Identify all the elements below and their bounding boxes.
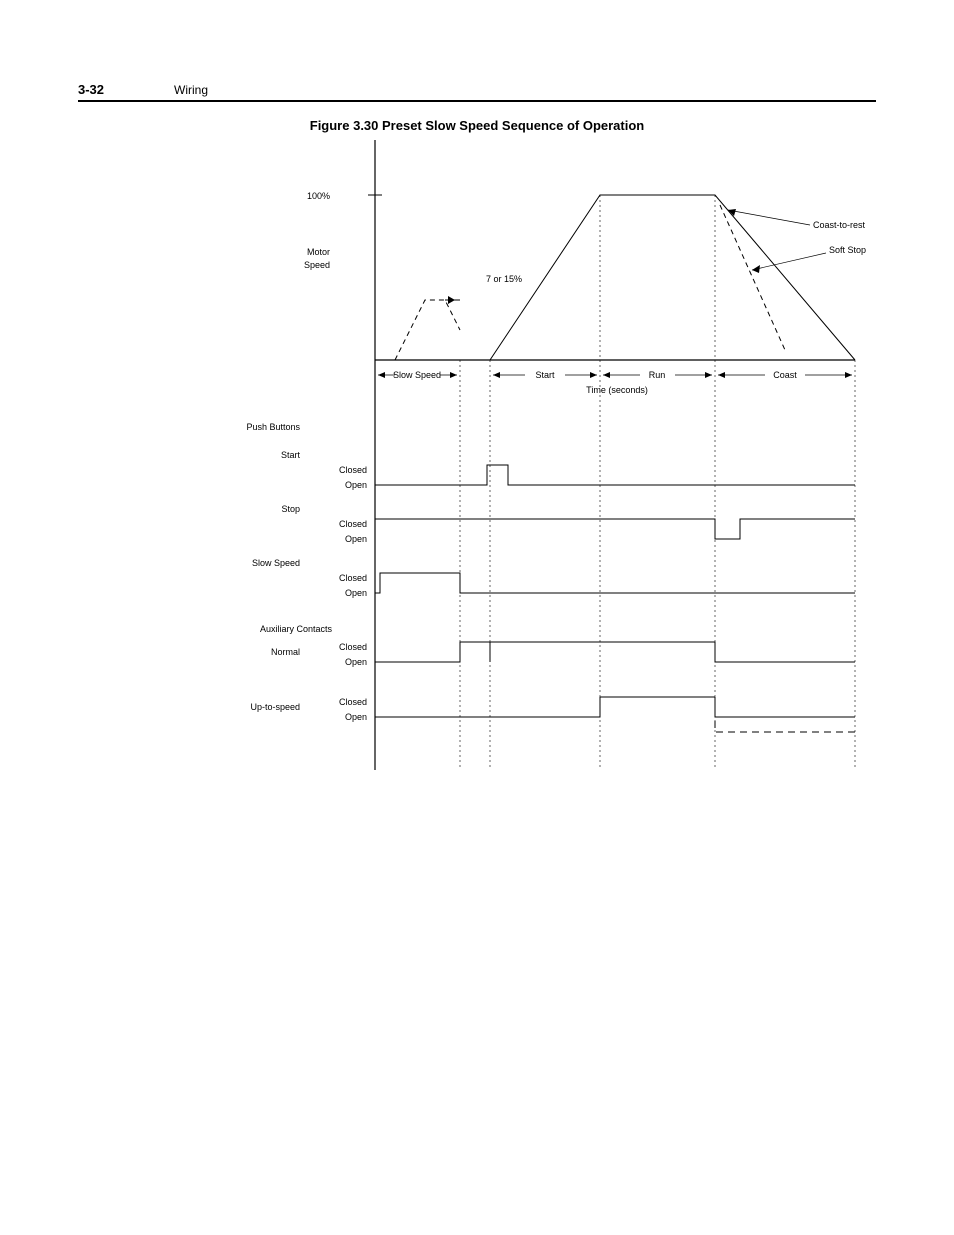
- page-header: 3-32 Wiring: [78, 82, 876, 97]
- tick-100-label: 100%: [307, 191, 330, 201]
- page-number: 3-32: [78, 82, 104, 97]
- soft-anno-label: Soft Stop: [829, 245, 866, 255]
- figure-title: Figure 3.30 Preset Slow Speed Sequence o…: [0, 118, 954, 133]
- row-start-closed: Closed: [339, 465, 367, 475]
- row-uts-open: Open: [345, 712, 367, 722]
- x-axis-label: Time (seconds): [586, 385, 648, 395]
- row-normal-open: Open: [345, 657, 367, 667]
- row-slow-label: Slow Speed: [252, 558, 300, 568]
- phase-row: Slow Speed Start Run Coast: [378, 370, 852, 380]
- phase-start: Start: [535, 370, 555, 380]
- phase-run: Run: [649, 370, 666, 380]
- row-uts-closed: Closed: [339, 697, 367, 707]
- phase-coast: Coast: [773, 370, 797, 380]
- coast-anno-label: Coast-to-rest: [813, 220, 866, 230]
- speed-note: 7 or 15%: [486, 274, 522, 284]
- coast-to-rest-line: [720, 205, 785, 350]
- row-start-open: Open: [345, 480, 367, 490]
- chapter-title: Wiring: [174, 83, 208, 97]
- signal-uts-alt: [715, 697, 855, 717]
- row-slow-closed: Closed: [339, 573, 367, 583]
- signal-start: [375, 465, 855, 485]
- y-label-2: Speed: [304, 260, 330, 270]
- section-aux: Auxiliary Contacts: [260, 624, 333, 634]
- signal-uts-solid: [375, 697, 715, 717]
- row-stop-open: Open: [345, 534, 367, 544]
- slow-speed-hump: [395, 300, 460, 360]
- row-uts-label: Up-to-speed: [250, 702, 300, 712]
- y-label-1: Motor: [307, 247, 330, 257]
- row-normal-label: Normal: [271, 647, 300, 657]
- timing-diagram: 100% Motor Speed 7 or 15% Coast-to-rest …: [230, 135, 890, 775]
- phase-slow: Slow Speed: [393, 370, 441, 380]
- row-stop-label: Stop: [281, 504, 300, 514]
- row-stop-closed: Closed: [339, 519, 367, 529]
- soft-anno-line: [752, 253, 826, 270]
- section-pushbuttons: Push Buttons: [246, 422, 300, 432]
- signal-normal: [375, 642, 855, 662]
- soft-anno-arrow: [752, 265, 760, 273]
- signal-uts-dashed: [715, 697, 855, 732]
- signal-stop: [375, 519, 855, 539]
- row-slow-open: Open: [345, 588, 367, 598]
- row-normal-closed: Closed: [339, 642, 367, 652]
- row-start-label: Start: [281, 450, 301, 460]
- signal-slowspeed: [375, 573, 855, 593]
- coast-anno-line: [728, 210, 810, 225]
- header-rule: [78, 100, 876, 102]
- slow-arrow-head: [448, 296, 455, 304]
